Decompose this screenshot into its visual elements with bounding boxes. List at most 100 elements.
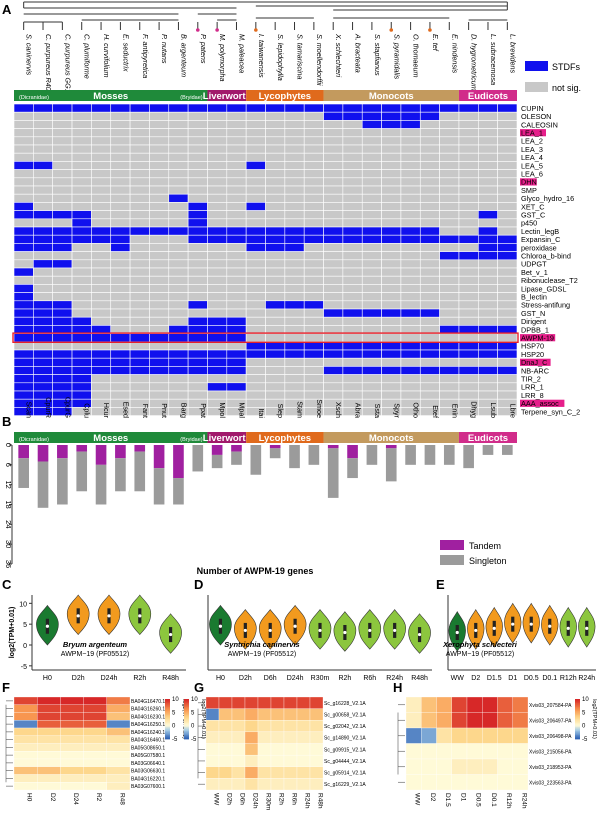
- presence-cell: [168, 357, 189, 367]
- heat-cell: [497, 774, 513, 791]
- presence-cell: [71, 259, 92, 269]
- presence-cell: [13, 218, 34, 228]
- presence-cell: [187, 382, 208, 392]
- presence-cell: [303, 267, 324, 277]
- presence-cell: [439, 218, 460, 228]
- presence-cell: [381, 136, 402, 146]
- presence-cell: [284, 267, 305, 277]
- heat-col-label: R24h: [304, 793, 311, 809]
- heat-cell: [482, 696, 498, 713]
- heat-scale-bin: [165, 735, 170, 737]
- presence-cell: [71, 169, 92, 179]
- presence-cell: [245, 325, 266, 334]
- bar-category-label: CpurR: [44, 397, 53, 418]
- presence-cell: [207, 382, 228, 392]
- heat-gene-label: BA05G07580.1: [131, 753, 165, 759]
- presence-cell: [284, 284, 305, 293]
- presence-cell: [149, 136, 170, 146]
- presence-cell: [439, 316, 460, 326]
- presence-cell: [168, 390, 189, 400]
- presence-cell: [207, 259, 228, 269]
- heat-cell: [106, 727, 131, 736]
- violin-median: [529, 622, 533, 626]
- presence-cell: [52, 144, 73, 154]
- presence-cell: [361, 284, 382, 293]
- family-label: DHN: [521, 178, 537, 187]
- presence-cell: [419, 259, 440, 269]
- presence-cell: [13, 374, 34, 384]
- family-label: LRR_8: [521, 391, 544, 400]
- heat-cell: [421, 743, 437, 760]
- presence-cell: [284, 111, 305, 121]
- species-marker-dot: [389, 28, 394, 32]
- heat-col-label: D1.5: [444, 793, 451, 807]
- bar-category-label: Cplu: [83, 403, 92, 418]
- species-label: E. seductrix: [121, 34, 130, 72]
- presence-cell: [265, 193, 286, 203]
- presence-cell: [245, 382, 266, 392]
- presence-cell: [284, 325, 305, 334]
- presence-cell: [52, 202, 73, 211]
- presence-cell: [110, 366, 131, 375]
- presence-cell: [33, 349, 53, 359]
- presence-cell: [71, 226, 92, 236]
- violin-x-tick-label: D0.1: [542, 675, 557, 682]
- presence-cell: [284, 169, 305, 179]
- bar-segment-tandem: [134, 445, 146, 452]
- presence-cell: [400, 144, 421, 154]
- presence-cell: [361, 251, 382, 261]
- presence-cell: [381, 226, 402, 236]
- presence-cell: [419, 152, 440, 162]
- heat-cell: [37, 774, 61, 783]
- heat-scale-bin: [575, 732, 580, 735]
- heat-cell: [13, 782, 38, 791]
- heat-cell: [218, 731, 233, 744]
- family-label: LEA_4: [521, 153, 543, 162]
- presence-cell: [381, 210, 402, 220]
- presence-cell: [33, 234, 53, 244]
- presence-cell: [110, 251, 131, 261]
- presence-cell: [226, 267, 247, 277]
- presence-cell: [207, 243, 228, 252]
- heat-scale-bin: [575, 723, 580, 725]
- presence-cell: [265, 366, 286, 375]
- presence-cell: [342, 349, 363, 359]
- bar-category-label: Slep: [276, 404, 285, 418]
- presence-cell: [168, 202, 189, 211]
- presence-cell: [245, 374, 266, 384]
- presence-cell: [265, 120, 286, 129]
- presence-cell: [245, 275, 266, 285]
- family-label: Stress-antifung: [521, 301, 570, 310]
- family-highlight: [520, 399, 565, 407]
- heat-cell: [309, 708, 324, 721]
- presence-cell: [439, 292, 460, 302]
- clade-label: Monocots: [369, 91, 414, 102]
- violin-y-tick-label: 5: [23, 622, 27, 629]
- heat-cell: [37, 704, 61, 713]
- family-label: B_lectin: [521, 293, 547, 302]
- presence-cell: [149, 103, 170, 113]
- presence-cell: [323, 349, 344, 359]
- presence-cell: [265, 202, 286, 211]
- heat-cell: [296, 766, 311, 779]
- species-label: F. antipyretica: [141, 34, 150, 78]
- presence-cell: [207, 161, 228, 170]
- violin-x-tick-label: D6h: [264, 675, 277, 682]
- bar-group-band: [323, 432, 459, 443]
- bar-group-band: [14, 432, 208, 443]
- presence-cell: [497, 128, 518, 138]
- presence-cell: [323, 390, 344, 400]
- heat-cell: [205, 720, 220, 733]
- presence-cell: [91, 390, 112, 400]
- presence-cell: [71, 128, 92, 138]
- presence-cell: [129, 259, 150, 269]
- presence-cell: [129, 357, 150, 367]
- presence-cell: [110, 202, 131, 211]
- presence-cell: [52, 284, 73, 293]
- presence-cell: [342, 275, 363, 285]
- presence-cell: [149, 218, 170, 228]
- presence-cell: [400, 267, 421, 277]
- species-label: C. plumiforme: [83, 34, 92, 79]
- presence-cell: [284, 161, 305, 170]
- heat-cell: [436, 743, 452, 760]
